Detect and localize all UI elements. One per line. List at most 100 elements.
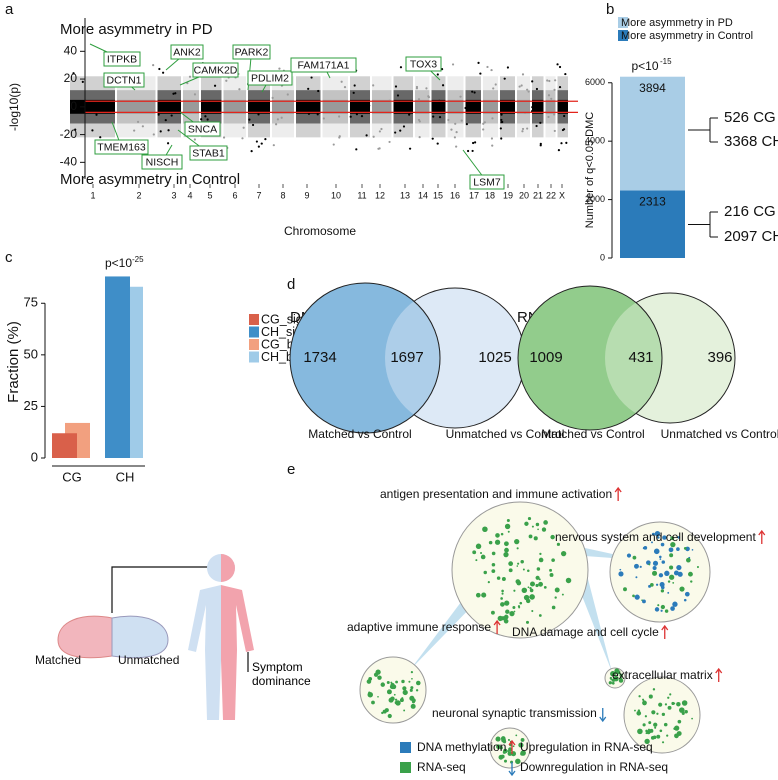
scatter-dot <box>427 96 431 99</box>
scatter-dot <box>372 135 375 138</box>
scatter-dot <box>81 80 84 83</box>
density-band <box>545 99 556 114</box>
node <box>381 711 384 715</box>
node <box>368 691 371 694</box>
scatter-dot <box>349 115 352 118</box>
scatter-dot <box>225 79 228 82</box>
node <box>491 551 496 556</box>
node <box>491 569 496 574</box>
venn-count: 1697 <box>390 349 423 366</box>
node <box>399 698 404 703</box>
node <box>498 754 504 760</box>
gene-box <box>405 56 442 72</box>
bar-segment <box>620 190 685 258</box>
node <box>660 585 665 590</box>
node <box>475 543 482 549</box>
node <box>373 672 379 677</box>
node <box>508 561 514 567</box>
node <box>488 540 493 545</box>
scatter-dot <box>74 128 77 131</box>
node <box>523 594 530 601</box>
scatter-dot <box>91 129 94 132</box>
node <box>658 702 663 707</box>
scatter-dot <box>278 67 281 70</box>
node <box>684 591 690 597</box>
node <box>529 594 535 600</box>
scatter-dot <box>490 68 493 72</box>
node <box>654 531 661 537</box>
node <box>664 609 669 613</box>
legend-label: RNA-seq <box>417 760 466 774</box>
node <box>663 722 668 727</box>
scatter-dot <box>546 79 549 82</box>
node <box>657 536 660 539</box>
node <box>656 734 661 739</box>
density-band <box>517 99 530 114</box>
node <box>520 751 525 756</box>
node <box>688 571 693 577</box>
scatter-dot <box>157 113 160 116</box>
scatter-dot <box>94 106 97 110</box>
node <box>517 562 520 565</box>
scatter-dot <box>563 114 566 118</box>
scatter-dot <box>506 66 510 69</box>
node <box>632 555 637 560</box>
node <box>501 737 506 743</box>
node <box>660 609 663 612</box>
node <box>393 693 396 696</box>
node <box>512 606 516 610</box>
scatter-dot <box>394 85 398 88</box>
y-tick-label: 75 <box>24 295 38 310</box>
density-band <box>415 99 430 114</box>
scatter-dot <box>491 144 494 147</box>
node <box>618 678 624 683</box>
gene-box <box>94 139 149 155</box>
scatter-dot <box>253 106 256 109</box>
scatter-dot <box>365 134 368 137</box>
node <box>483 570 487 575</box>
node <box>531 610 534 613</box>
node <box>475 592 481 598</box>
scatter-dot <box>565 141 568 144</box>
node <box>551 605 556 610</box>
y-tick-label: 0 <box>600 252 605 262</box>
scatter-dot <box>343 86 347 89</box>
node <box>521 587 528 594</box>
scatter-dot <box>136 120 140 123</box>
gene-label: STAB1 <box>192 147 225 159</box>
node <box>659 729 663 733</box>
illustration <box>57 554 254 720</box>
node <box>501 577 506 581</box>
node <box>650 583 654 587</box>
node <box>660 589 665 593</box>
node <box>487 581 490 584</box>
scatter-dot <box>251 123 255 127</box>
node <box>500 597 503 600</box>
node <box>410 703 416 709</box>
gene-box <box>232 44 271 60</box>
node <box>626 553 632 558</box>
density-band <box>500 99 515 114</box>
node <box>524 521 529 526</box>
node <box>652 735 657 740</box>
cluster-label: adaptive immune response <box>347 620 491 634</box>
scatter-dot <box>477 61 480 64</box>
scatter-dot <box>355 113 358 116</box>
scatter-dot <box>473 91 476 94</box>
node <box>518 742 524 748</box>
panel-letter: b <box>606 1 614 18</box>
node <box>623 587 627 592</box>
node <box>411 698 416 703</box>
venn-overlap <box>605 293 663 423</box>
arrow-head <box>614 486 622 493</box>
node <box>496 744 501 750</box>
node <box>529 588 534 593</box>
venn-label: Matched vs Control <box>308 427 411 441</box>
scatter-dot <box>526 127 529 130</box>
node <box>609 676 613 680</box>
x-tick-label: 16 <box>450 190 460 200</box>
scatter-dot <box>521 73 525 76</box>
scatter-dot <box>257 113 260 116</box>
node <box>403 709 406 712</box>
node <box>508 738 510 741</box>
